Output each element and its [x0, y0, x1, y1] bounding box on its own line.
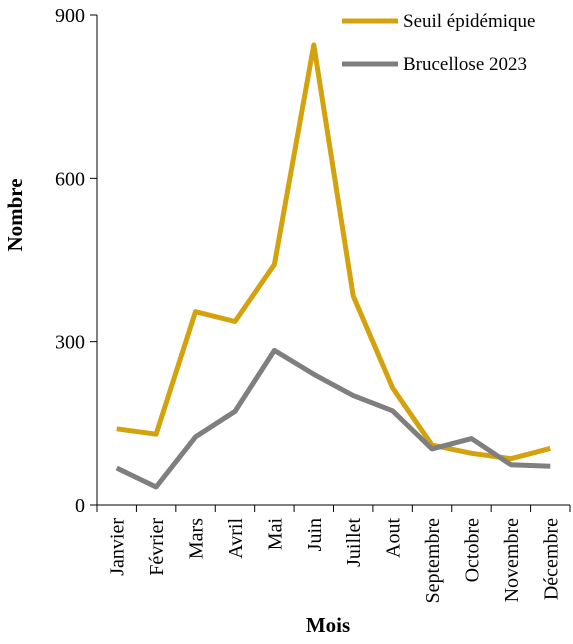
legend-label: Brucellose 2023 — [403, 54, 527, 75]
series-layer — [115, 42, 551, 490]
series-line-brucellose-2023 — [115, 347, 551, 490]
series-line-seuil-epidemique — [116, 42, 551, 462]
x-tick-label: Mai — [264, 518, 286, 551]
x-axis: Janvier Février Mars Avril Mai Juin Juillet Aou… — [96, 504, 571, 604]
x-tick-label: Juin — [304, 518, 326, 551]
x-tick-label: Mars — [186, 518, 208, 559]
x-tick-label: Juillet — [343, 518, 365, 567]
x-tick-label: Octobre — [461, 518, 483, 583]
y-tick-label: 300 — [55, 332, 85, 354]
y-tick-label: 600 — [55, 168, 85, 190]
x-tick-label: Aout — [383, 518, 405, 558]
x-tick-label: Septembre — [422, 518, 444, 604]
x-axis-title: Mois — [306, 613, 350, 637]
y-tick-label: 0 — [75, 495, 85, 517]
x-tick-label: Décembre — [540, 518, 562, 600]
legend-label: Seuil épidémique — [403, 11, 535, 32]
y-axis: 0 300 600 900 — [55, 5, 98, 517]
y-tick-label: 900 — [55, 5, 85, 27]
legend: Seuil épidémique Brucellose 2023 — [342, 11, 535, 75]
x-tick-label: Novembre — [501, 518, 523, 603]
y-axis-title: Nombre — [3, 178, 27, 251]
x-tick-label: Février — [146, 518, 168, 576]
x-tick-label: Janvier — [107, 518, 129, 576]
x-tick-label: Avril — [225, 518, 247, 559]
